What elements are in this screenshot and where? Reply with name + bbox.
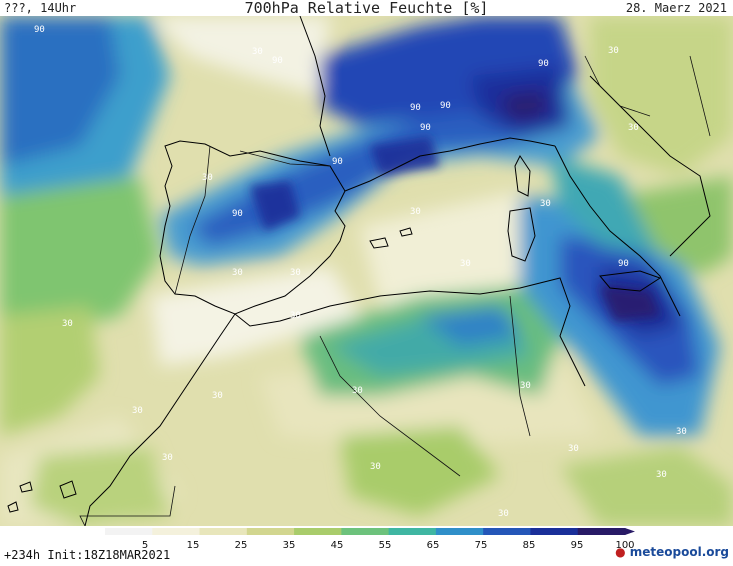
legend-tick-label: 35 bbox=[283, 540, 296, 551]
contour-label: 30 bbox=[290, 311, 301, 321]
canary-islands bbox=[7, 480, 77, 513]
balearic-islands bbox=[369, 227, 413, 249]
north-africa-coast bbox=[234, 277, 586, 387]
legend-tick-label: 15 bbox=[187, 540, 200, 551]
humidity-map: 90 30 90 90 90 90 90 30 90 90 30 30 30 3… bbox=[0, 16, 733, 526]
legend-swatch bbox=[341, 528, 390, 535]
sardinia bbox=[507, 207, 536, 262]
contour-label: 90 bbox=[34, 25, 45, 35]
contour-label: 30 bbox=[162, 453, 173, 463]
legend-tick-label: 25 bbox=[235, 540, 248, 551]
brand-name: meteopool bbox=[629, 545, 702, 559]
contour-label: 90 bbox=[410, 103, 421, 113]
atlantic-africa-coast bbox=[84, 313, 236, 526]
sahara-border bbox=[79, 485, 176, 526]
contour-label: 30 bbox=[568, 444, 579, 454]
legend-swatch bbox=[199, 528, 248, 535]
legend-tick-label: 95 bbox=[571, 540, 584, 551]
legend-swatch bbox=[435, 528, 484, 535]
contour-labels: 90 30 90 90 90 90 90 30 90 90 30 30 30 3… bbox=[34, 25, 687, 519]
contour-label: 30 bbox=[520, 381, 531, 391]
balkan-border bbox=[689, 55, 711, 137]
forecast-time-label: ???, 14Uhr bbox=[4, 1, 77, 15]
contour-label: 90 bbox=[420, 123, 431, 133]
contour-label: 30 bbox=[290, 268, 301, 278]
legend-swatch bbox=[152, 528, 201, 535]
corsica bbox=[514, 155, 531, 197]
contour-label: 30 bbox=[540, 199, 551, 209]
iberia-coast bbox=[159, 140, 346, 315]
contour-label: 90 bbox=[440, 101, 451, 111]
contour-label: 30 bbox=[62, 319, 73, 329]
legend-tick-label: 100 bbox=[615, 540, 634, 551]
legend-tick-label: 65 bbox=[427, 540, 440, 551]
legend-tick-label: 5 bbox=[142, 540, 148, 551]
contour-label: 30 bbox=[202, 173, 213, 183]
contour-label: 90 bbox=[538, 59, 549, 69]
algeria-morocco-border bbox=[319, 335, 461, 477]
legend-swatch bbox=[105, 528, 153, 535]
pyrenees-border bbox=[239, 150, 331, 167]
legend-swatch bbox=[294, 528, 342, 535]
contour-label: 90 bbox=[618, 259, 629, 269]
borders bbox=[79, 55, 711, 526]
contour-label: 30 bbox=[460, 259, 471, 269]
legend-tick-label: 55 bbox=[379, 540, 392, 551]
italy-west-coast bbox=[554, 145, 681, 317]
model-run-label: +234h Init:18Z18MAR2021 bbox=[4, 548, 171, 562]
legend-tick-label: 75 bbox=[475, 540, 488, 551]
contour-label: 30 bbox=[656, 470, 667, 480]
contour-label: 30 bbox=[370, 462, 381, 472]
legend-tick-label: 85 bbox=[523, 540, 536, 551]
sicily bbox=[599, 270, 662, 292]
legend-ticks: 5 15 25 35 45 55 65 75 85 95 100 bbox=[142, 540, 635, 551]
contour-label: 30 bbox=[352, 386, 363, 396]
brand-logo[interactable]: ● meteopool.org bbox=[615, 545, 729, 559]
gulf-of-lion-coast bbox=[344, 137, 556, 192]
color-legend: 5 15 25 35 45 55 65 75 85 95 100 bbox=[105, 528, 635, 551]
brand-icon: ● bbox=[615, 545, 626, 559]
legend-swatch bbox=[483, 528, 531, 535]
valid-date-label: 28. Maerz 2021 bbox=[625, 1, 727, 15]
legend-swatch bbox=[246, 528, 295, 535]
contour-label: 30 bbox=[628, 123, 639, 133]
legend-swatch bbox=[530, 528, 579, 535]
contour-label: 90 bbox=[232, 209, 243, 219]
legend-bars bbox=[105, 528, 635, 535]
france-west-coast bbox=[299, 16, 331, 157]
contour-label: 30 bbox=[410, 207, 421, 217]
legend-swatch bbox=[577, 528, 626, 535]
portugal-border bbox=[174, 145, 211, 295]
legend-arrow bbox=[625, 528, 635, 535]
brand-tld: .org bbox=[701, 545, 729, 559]
contour-label: 30 bbox=[252, 47, 263, 57]
contour-label: 30 bbox=[676, 427, 687, 437]
footer-bar: 5 15 25 35 45 55 65 75 85 95 100 +234h Init:18Z18M… bbox=[0, 526, 733, 566]
humidity-field bbox=[0, 16, 733, 526]
alpine-border bbox=[584, 55, 651, 117]
contour-label: 30 bbox=[608, 46, 619, 56]
legend-tick-label: 45 bbox=[331, 540, 344, 551]
header-bar: ???, 14Uhr 700hPa Relative Feuchte [%] 2… bbox=[0, 0, 733, 18]
algeria-tunisia-border bbox=[509, 295, 531, 437]
contour-label: 30 bbox=[132, 406, 143, 416]
legend-swatch bbox=[388, 528, 437, 535]
contour-label: 30 bbox=[232, 268, 243, 278]
contour-label: 30 bbox=[498, 509, 509, 519]
map-title: 700hPa Relative Feuchte [%] bbox=[244, 0, 489, 17]
contour-label: 30 bbox=[212, 391, 223, 401]
contour-label: 90 bbox=[272, 56, 283, 66]
contour-label: 90 bbox=[332, 157, 343, 167]
